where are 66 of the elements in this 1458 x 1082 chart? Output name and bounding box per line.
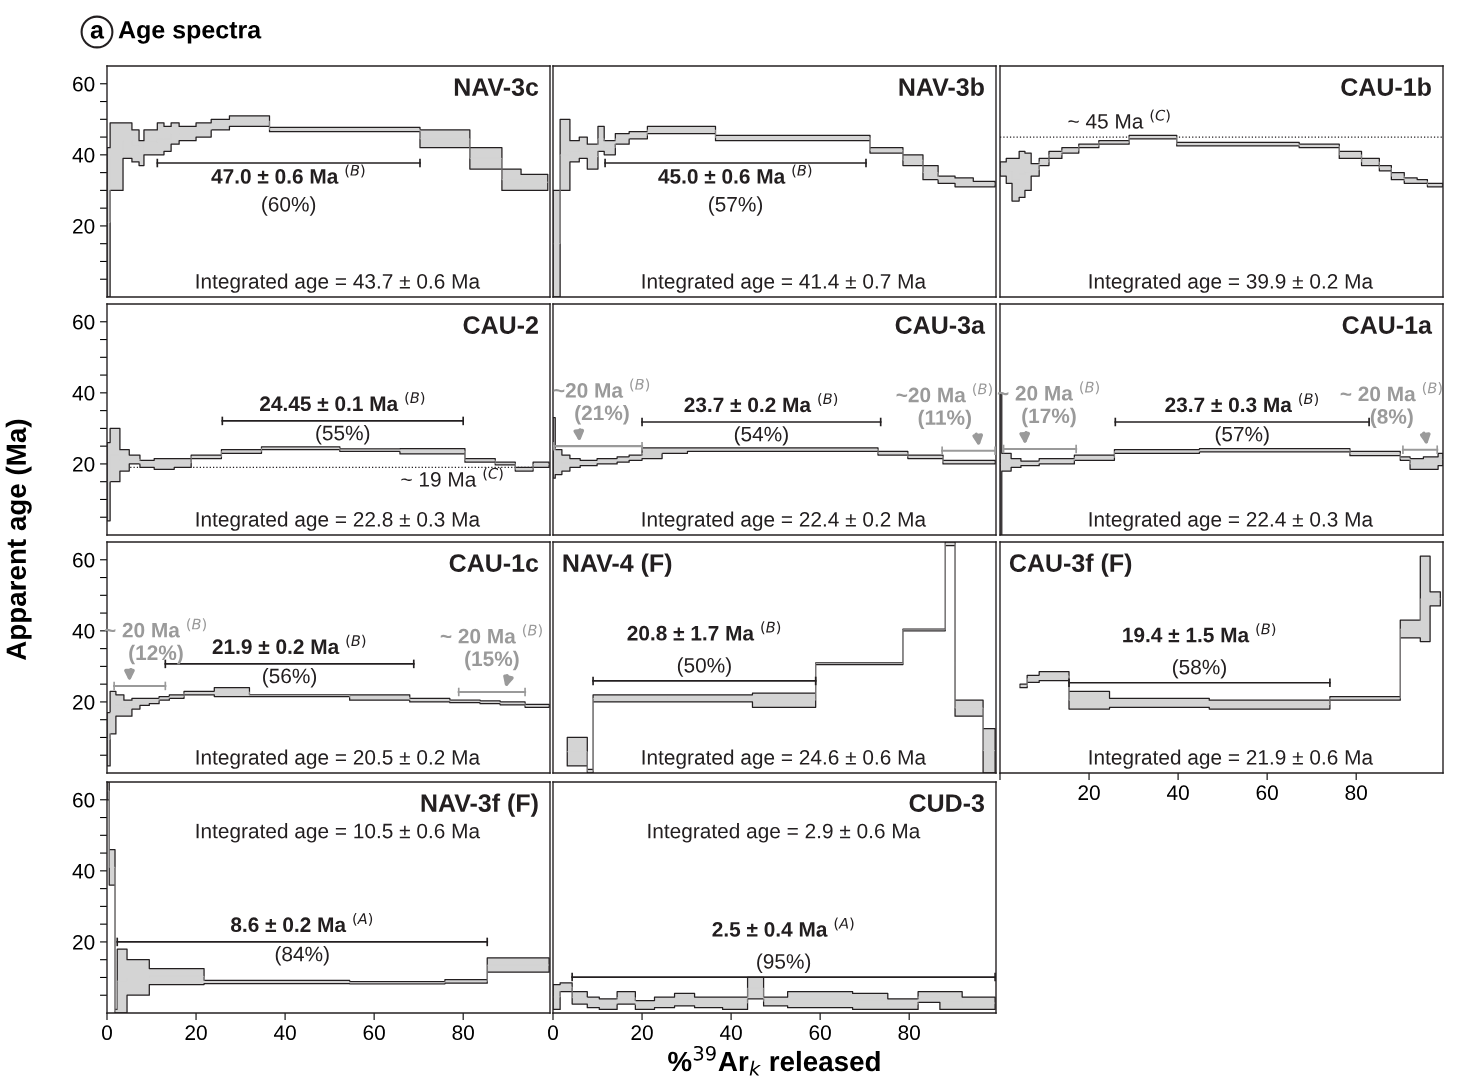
- annotation: Integrated age = 21.9 ± 0.6 Ma: [1089, 749, 1374, 769]
- text: 47.0 ± 0.6 Ma $^{(B)}$ (60%): [211, 164, 365, 216]
- annotation: Integrated age = 22.4 ± 0.3 Ma: [1089, 511, 1374, 531]
- series-label: ~ 20 Ma $^{(B)}$ (8%): [1340, 382, 1442, 428]
- chart-title: CAU-2: [463, 316, 538, 334]
- y-tick-label: 40: [72, 147, 95, 163]
- y-tick-label: 60: [73, 314, 95, 330]
- chart-title: CAU-3a: [895, 316, 986, 334]
- chart-title: NAV-3b: [899, 77, 984, 96]
- text: Age spectra: [118, 21, 262, 44]
- annotation: Integrated age = 10.5 ± 0.6 Ma: [196, 823, 481, 843]
- y-tick-label: 20: [73, 934, 95, 950]
- x-tick-label: 60: [1256, 785, 1278, 801]
- x-tick-label: 40: [273, 1025, 296, 1041]
- x-tick-label: 80: [898, 1025, 920, 1041]
- annotation: Integrated age = 22.8 ± 0.3 Ma: [196, 511, 481, 531]
- x-tick-label: 60: [363, 1025, 385, 1041]
- y-tick-label: 20: [73, 694, 95, 710]
- y-tick-label: 40: [72, 623, 95, 639]
- x-tick-label: 40: [719, 1025, 742, 1041]
- text: 8.6 ± 0.2 Ma $^{(A)}$ (84%): [231, 912, 373, 966]
- text: 45.0 ± 0.6 Ma $^{(B)}$ (57%): [658, 164, 812, 216]
- x-tick-label: 80: [1345, 785, 1367, 801]
- annotation: Integrated age = 41.4 ± 0.7 Ma: [642, 273, 927, 293]
- chart-title: NAV-3f (F): [421, 793, 538, 817]
- y-tick-label: 60: [73, 76, 95, 92]
- chart-title: CAU-1b: [1341, 77, 1431, 96]
- annotation: Integrated age = 2.9 ± 0.6 Ma: [648, 823, 921, 843]
- text: 24.45 ± 0.1 Ma $^{(B)}$ (55%): [260, 391, 425, 445]
- chart-title: NAV-3c: [454, 78, 539, 96]
- y-tick-label: 20: [73, 218, 95, 234]
- y-axis-title: Apparent age (Ma): [5, 419, 32, 661]
- x-tick-label: 20: [1078, 785, 1100, 801]
- x-tick-label: 60: [809, 1025, 831, 1041]
- text: 23.7 ± 0.2 Ma $^{(B)}$ (54%): [684, 392, 838, 446]
- chart-title: CUD-3: [909, 794, 985, 812]
- annotation: Integrated age = 39.9 ± 0.2 Ma: [1089, 273, 1374, 293]
- x-tick-label: 20: [185, 1025, 207, 1041]
- x-tick-label: 20: [631, 1025, 653, 1041]
- chart-title: CAU-1c: [449, 554, 539, 572]
- series-label: ~ 20 Ma $^{(B)}$ (15%): [440, 624, 542, 671]
- chart-title: CAU-3f (F): [1009, 553, 1132, 577]
- annotation: Integrated age = 22.4 ± 0.2 Ma: [642, 511, 927, 531]
- ref-line-label: ~ 19 Ma $^{(C)}$: [401, 467, 503, 487]
- text: 23.7 ± 0.3 Ma $^{(B)}$ (57%): [1165, 392, 1318, 446]
- chart-title: NAV-4 (F): [563, 553, 672, 577]
- x-tick-label: 40: [1166, 785, 1189, 801]
- series-label: ~20 Ma $^{(B)}$ (11%): [896, 383, 992, 430]
- x-tick-label: 0: [102, 1025, 112, 1041]
- text: 2.5 ± 0.4 Ma $^{(A)}$ (95%): [712, 917, 854, 973]
- text: 21.9 ± 0.2 Ma $^{(B)}$ (56%): [212, 634, 366, 688]
- annotation: Integrated age = 43.7 ± 0.6 Ma: [196, 273, 481, 293]
- x-tick-label: 0: [548, 1025, 558, 1041]
- text: a: [90, 25, 105, 39]
- y-tick-label: 20: [73, 456, 95, 472]
- y-tick-label: 60: [73, 552, 95, 568]
- y-tick-label: 40: [72, 863, 95, 879]
- text: 20.8 ± 1.7 Ma $^{(B)}$ (50%): [627, 621, 781, 677]
- annotation: Integrated age = 20.5 ± 0.2 Ma: [196, 749, 481, 769]
- annotation: Integrated age = 24.6 ± 0.6 Ma: [642, 749, 927, 769]
- ref-line-label: ~ 45 Ma $^{(C)}$: [1068, 109, 1170, 129]
- x-tick-label: 80: [452, 1025, 474, 1041]
- text: 19.4 ± 1.5 Ma $^{(B)}$ (58%): [1123, 623, 1276, 679]
- chart-title: CAU-1a: [1342, 316, 1433, 334]
- y-tick-label: 40: [72, 385, 95, 401]
- x-axis-title: %$^{39}$Ar$_{k}$ released: [668, 1045, 880, 1076]
